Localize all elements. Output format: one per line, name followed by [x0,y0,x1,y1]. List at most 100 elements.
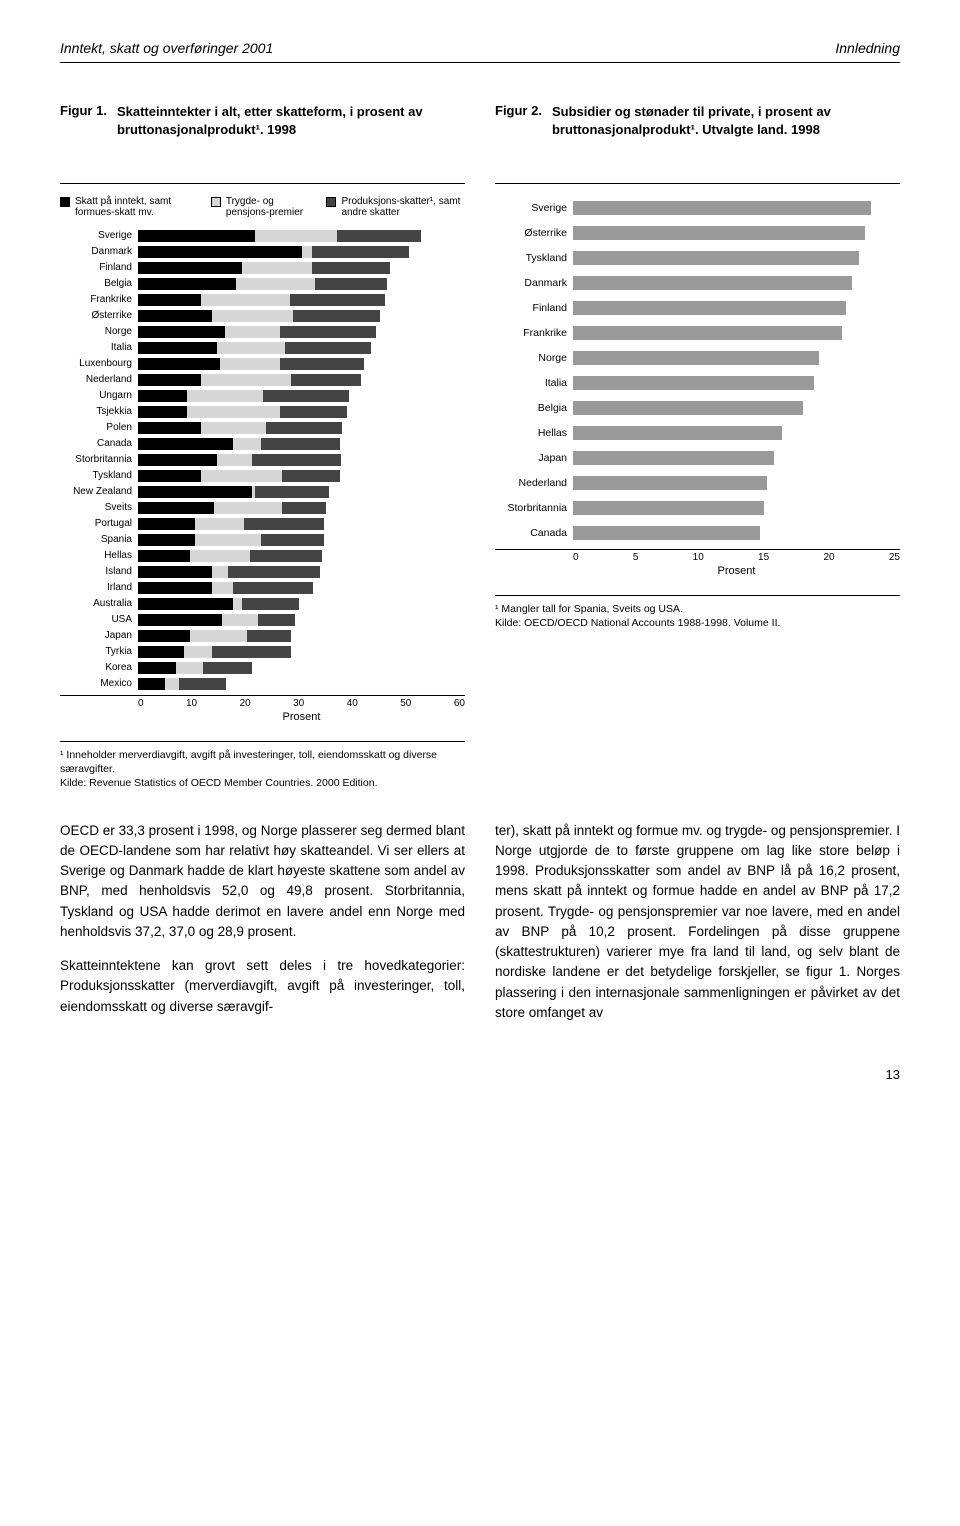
bar-track [138,422,465,434]
axis-tick: 10 [693,552,704,563]
bar-row: New Zealand [60,484,465,499]
bar-segment [573,376,814,390]
bar-segment [212,646,291,658]
bar-segment [138,614,222,626]
axis-tick: 30 [293,698,304,709]
bar-segment [184,646,211,658]
bar-row: Canada [495,521,900,545]
bar-segment [250,550,322,562]
figure-1-legend: Skatt på inntekt, samt formues-skatt mv.… [60,196,465,218]
bar-segment [285,342,371,354]
bar-segment [252,454,340,466]
bar-segment [138,470,201,482]
running-header: Inntekt, skatt og overføringer 2001 Innl… [60,40,900,63]
bar-track [138,294,465,306]
bar-track [138,534,465,546]
legend-label: Produksjons-skatter¹, samt andre skatter [341,196,465,218]
bar-segment [138,454,217,466]
bar-track [138,262,465,274]
figure-1-chart: Skatt på inntekt, samt formues-skatt mv.… [60,183,465,723]
bar-track [573,276,900,290]
bar-segment [138,518,195,530]
bar-segment [187,406,280,418]
axis-tick: 0 [138,698,144,709]
bar-label: Polen [60,423,138,433]
axis-tick: 15 [758,552,769,563]
bar-track [138,406,465,418]
bar-row: Storbritannia [495,496,900,520]
bar-label: Canada [60,439,138,449]
bar-segment [242,598,299,610]
figure-2-chart: SverigeØsterrikeTysklandDanmarkFinlandFr… [495,183,900,577]
bar-segment [187,390,263,402]
bar-segment [312,262,390,274]
figure-2-number: Figur 2. [495,103,542,173]
bar-segment [138,246,302,258]
bar-track [138,230,465,242]
bar-label: Italia [495,377,573,389]
bar-track [573,226,900,240]
bar-segment [138,502,214,514]
bar-row: Irland [60,580,465,595]
bar-segment [263,390,349,402]
bar-segment [138,678,165,690]
figure-2-footnote: ¹ Mangler tall for Spania, Sveits og USA… [495,595,900,630]
bar-row: Østerrike [495,221,900,245]
figures-row: Figur 1. Skatteinntekter i alt, etter sk… [60,103,900,791]
bar-segment [233,438,260,450]
bar-segment [315,278,386,290]
bar-row: Korea [60,660,465,675]
header-left: Inntekt, skatt og overføringer 2001 [60,40,273,56]
bar-track [573,376,900,390]
bar-segment [244,518,324,530]
bar-segment [138,358,220,370]
figure-1-title: Skatteinntekter i alt, etter skatteform,… [117,103,465,173]
axis-tick: 0 [573,552,579,563]
bar-segment [573,526,760,540]
bar-track [573,351,900,365]
bar-row: Norge [495,346,900,370]
bar-label: Storbritannia [60,455,138,465]
figure-1-bars: SverigeDanmarkFinlandBelgiaFrankrikeØste… [60,228,465,691]
axis-tick: 50 [400,698,411,709]
bar-label: Mexico [60,679,138,689]
figure-1-number: Figur 1. [60,103,107,173]
bar-row: USA [60,612,465,627]
bar-track [573,501,900,515]
bar-track [138,518,465,530]
bar-track [138,566,465,578]
bar-track [573,401,900,415]
axis-tick: 20 [823,552,834,563]
bar-label: Tyskland [60,471,138,481]
swatch-black [60,197,70,207]
bar-segment [282,470,339,482]
bar-label: Østerrike [495,227,573,239]
bar-track [138,246,465,258]
bar-label: Korea [60,663,138,673]
bar-track [138,502,465,514]
bar-segment [225,326,280,338]
bar-segment [195,518,244,530]
figure-2: Figur 2. Subsidier og stønader til priva… [495,103,900,791]
figure-2-axis-label: Prosent [495,565,900,577]
legend-label: Trygde- og pensjons-premier [226,196,313,218]
bar-segment [337,230,421,242]
bar-segment [280,326,376,338]
bar-row: Sverige [495,196,900,220]
bar-track [138,598,465,610]
bar-segment [138,646,184,658]
bar-segment [573,426,782,440]
bar-track [138,454,465,466]
bar-segment [312,246,409,258]
bar-segment [236,278,315,290]
bar-row: Nederland [60,372,465,387]
bar-segment [573,276,852,290]
legend-item: Skatt på inntekt, samt formues-skatt mv. [60,196,197,218]
body-paragraph: Skatteinntektene kan grovt sett deles i … [60,956,465,1017]
bar-track [138,342,465,354]
bar-label: Danmark [495,277,573,289]
bar-label: Finland [60,263,138,273]
bar-segment [291,374,362,386]
bar-label: Italia [60,343,138,353]
legend-item: Trygde- og pensjons-premier [211,196,313,218]
